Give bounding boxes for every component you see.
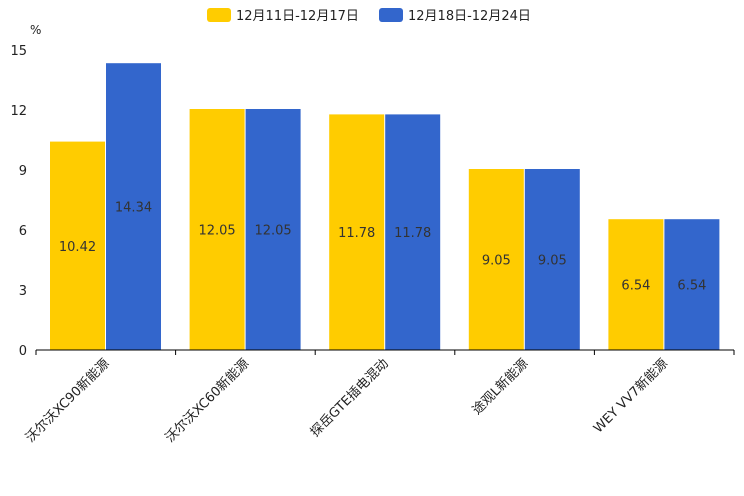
bar-2-2: [245, 109, 301, 350]
legend-label-2: 12月18日-12月24日: [408, 9, 531, 24]
y-tick-label: 9: [19, 164, 27, 179]
bars: 10.42 14.34 12.05 12.05 11.78 11.78 9.05 9.05 6.…: [50, 63, 720, 351]
bar-value-label: 11.78: [394, 226, 431, 241]
bar-value-label: 12.05: [198, 224, 235, 239]
legend-swatch-2: [379, 8, 403, 22]
bar-1-4: [468, 169, 524, 350]
y-tick-label: 3: [19, 284, 27, 299]
bar-1-5: [608, 219, 664, 350]
legend-label-1: 12月11日-12月17日: [236, 9, 359, 24]
bar-1-3: [329, 114, 385, 351]
x-category-label: WEY VV7新能源: [590, 356, 671, 437]
bar-value-label: 6.54: [621, 279, 650, 294]
y-tick-label: 12: [10, 104, 27, 119]
legend: 12月11日-12月17日 12月18日-12月24日: [207, 8, 531, 24]
x-category-label: 沃尔沃XC90新能源: [22, 356, 112, 446]
x-axis: 沃尔沃XC90新能源 沃尔沃XC60新能源 探岳GTE插电混动 途观L新能源 WEY V…: [22, 349, 735, 446]
bar-value-label: 6.54: [677, 279, 706, 294]
bar-1-2: [189, 109, 245, 350]
y-tick-label: 15: [10, 44, 27, 59]
x-category-label: 途观L新能源: [469, 356, 531, 418]
x-category-label: 沃尔沃XC60新能源: [162, 356, 252, 446]
bar-value-label: 12.05: [254, 224, 291, 239]
y-tick-label: 6: [19, 224, 27, 239]
bar-value-label: 10.42: [59, 240, 96, 255]
bar-value-label: 14.34: [115, 201, 152, 216]
y-axis-unit-label: %: [30, 23, 41, 37]
bar-2-4: [524, 169, 580, 350]
x-category-label: 探岳GTE插电混动: [308, 356, 392, 440]
bar-value-label: 9.05: [482, 254, 511, 269]
bar-value-label: 9.05: [538, 254, 567, 269]
legend-swatch-1: [207, 8, 231, 22]
bar-2-1: [106, 63, 161, 350]
bar-1-1: [50, 141, 105, 350]
bar-value-label: 11.78: [338, 226, 375, 241]
bar-2-3: [385, 114, 441, 351]
bar-2-5: [664, 219, 720, 350]
y-axis: 0 3 6 9 12 15: [10, 44, 27, 359]
y-tick-label: 0: [19, 344, 27, 359]
